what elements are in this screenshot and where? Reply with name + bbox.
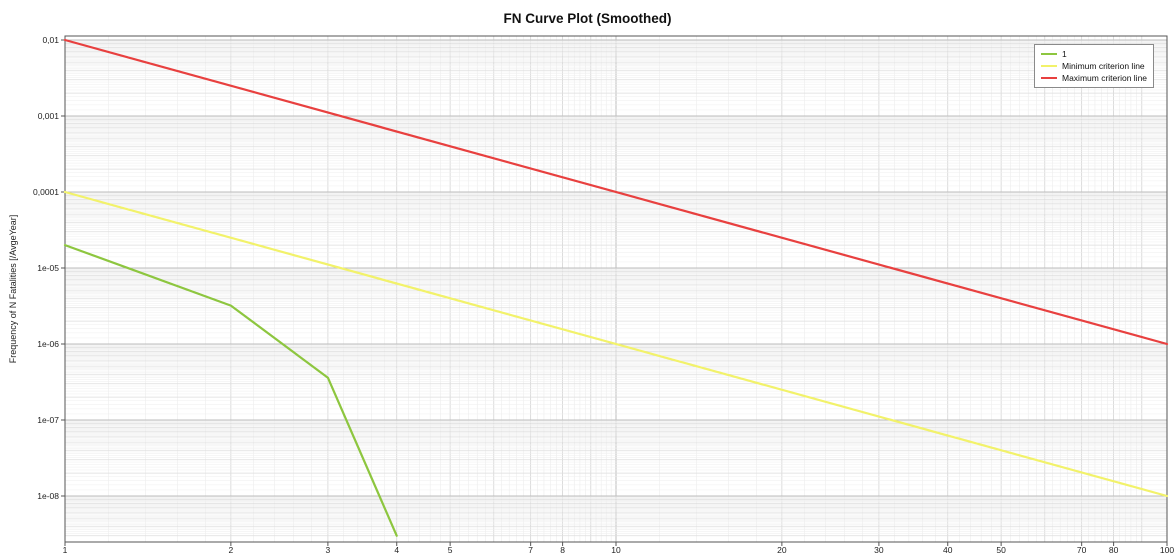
series-line-3 — [63, 38, 1169, 346]
x-tick-label: 70 — [1077, 545, 1087, 554]
x-tick-label: 2 — [229, 545, 234, 554]
legend-label: Maximum criterion line — [1062, 73, 1148, 83]
x-tick-label: 3 — [326, 545, 331, 554]
x-tick-label: 80 — [1109, 545, 1119, 554]
x-tick-label: 10 — [611, 545, 621, 554]
legend-entry-2: Minimum criterion line — [1041, 60, 1147, 72]
y-tick-label: 0,0001 — [33, 187, 59, 197]
legend-swatch — [1041, 77, 1057, 79]
legend-entry-3: Maximum criterion line — [1041, 72, 1147, 84]
y-tick-label: 1e-05 — [37, 263, 59, 273]
x-tick-label: 7 — [528, 545, 533, 554]
legend-label: 1 — [1062, 49, 1067, 59]
series-group — [63, 38, 1169, 537]
y-axis-ticks: 0,01 0,001 0,0001 1e-05 1e-06 1e-07 1e-08 — [33, 35, 65, 501]
x-tick-label: 30 — [874, 545, 884, 554]
legend-swatch — [1041, 65, 1057, 67]
y-tick-label: 1e-08 — [37, 491, 59, 501]
x-axis-ticks: 1 2 3 4 5 7 8 10 20 30 40 50 70 80 100 — [63, 542, 1174, 554]
y-tick-label: 1e-07 — [37, 415, 59, 425]
x-tick-label: 40 — [943, 545, 953, 554]
x-tick-label: 20 — [777, 545, 787, 554]
legend: 1 Minimum criterion line Maximum criterion… — [1034, 44, 1155, 88]
x-tick-label: 100 — [1160, 545, 1174, 554]
legend-swatch — [1041, 53, 1057, 55]
y-tick-label: 0,001 — [38, 111, 60, 121]
x-tick-label: 4 — [394, 545, 399, 554]
legend-label: Minimum criterion line — [1062, 61, 1145, 71]
y-tick-label: 1e-06 — [37, 339, 59, 349]
x-tick-label: 8 — [560, 545, 565, 554]
series-line-2 — [63, 190, 1169, 498]
legend-entry-1: 1 — [1041, 48, 1147, 60]
x-tick-label: 5 — [448, 545, 453, 554]
x-tick-label: 50 — [996, 545, 1006, 554]
series-line-1 — [63, 244, 398, 537]
grid — [64, 36, 1168, 542]
x-tick-label: 1 — [63, 545, 68, 554]
y-tick-label: 0,01 — [42, 35, 59, 45]
chart-title: FN Curve Plot (Smoothed) — [503, 11, 672, 26]
